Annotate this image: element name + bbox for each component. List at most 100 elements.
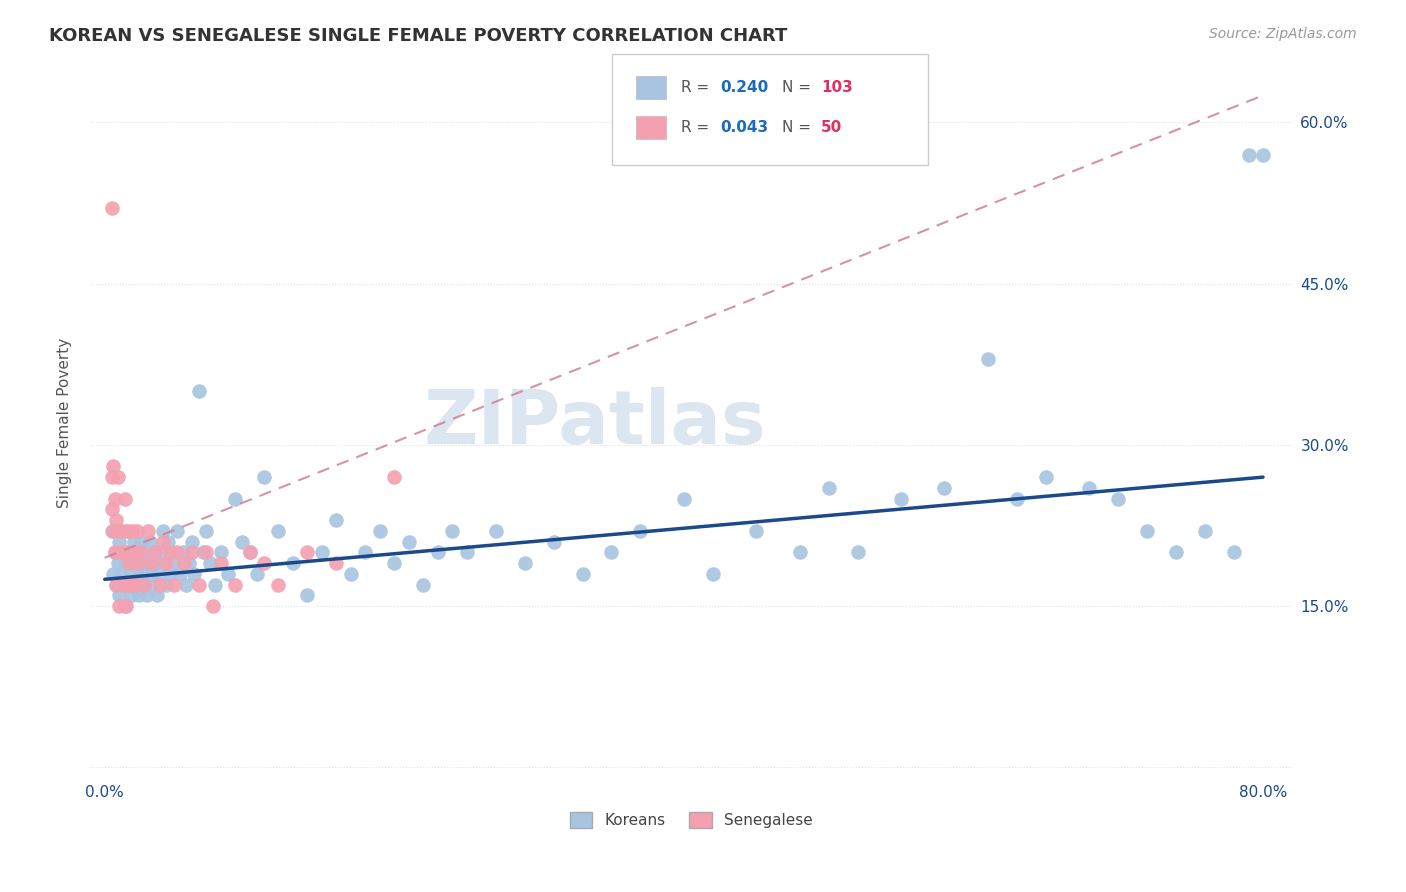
Point bbox=[107, 470, 129, 484]
Point bbox=[789, 545, 811, 559]
Point bbox=[127, 556, 149, 570]
Point bbox=[412, 577, 434, 591]
Point bbox=[224, 491, 246, 506]
Point bbox=[107, 556, 129, 570]
Point bbox=[138, 534, 160, 549]
Point bbox=[111, 545, 134, 559]
Point bbox=[152, 534, 174, 549]
Point bbox=[204, 577, 226, 591]
Point bbox=[136, 524, 159, 538]
Point bbox=[267, 577, 290, 591]
Point bbox=[153, 556, 176, 570]
Point bbox=[149, 577, 172, 591]
Text: R =: R = bbox=[681, 120, 714, 135]
Point bbox=[174, 577, 197, 591]
Point bbox=[193, 545, 215, 559]
Point bbox=[1251, 147, 1274, 161]
Point bbox=[148, 566, 170, 581]
Point bbox=[209, 545, 232, 559]
Point bbox=[136, 556, 159, 570]
Text: 0.043: 0.043 bbox=[720, 120, 768, 135]
Text: KOREAN VS SENEGALESE SINGLE FEMALE POVERTY CORRELATION CHART: KOREAN VS SENEGALESE SINGLE FEMALE POVER… bbox=[49, 27, 787, 45]
Text: R =: R = bbox=[681, 80, 714, 95]
Text: ZIPatlas: ZIPatlas bbox=[423, 387, 766, 460]
Point bbox=[200, 556, 222, 570]
Point bbox=[1035, 470, 1057, 484]
Point bbox=[139, 556, 162, 570]
Point bbox=[108, 524, 131, 538]
Point bbox=[1078, 481, 1101, 495]
Point bbox=[281, 556, 304, 570]
Point bbox=[195, 545, 218, 559]
Point bbox=[110, 545, 132, 559]
Point bbox=[187, 577, 209, 591]
Point bbox=[108, 534, 131, 549]
Point bbox=[180, 545, 202, 559]
Point bbox=[132, 577, 155, 591]
Point bbox=[311, 545, 333, 559]
Point bbox=[166, 524, 188, 538]
Point bbox=[238, 545, 260, 559]
Point bbox=[117, 577, 139, 591]
Point bbox=[155, 556, 177, 570]
Point bbox=[571, 566, 593, 581]
Point bbox=[104, 545, 127, 559]
Point bbox=[187, 384, 209, 398]
Point bbox=[129, 534, 152, 549]
Point bbox=[114, 491, 136, 506]
Point bbox=[149, 545, 172, 559]
Point bbox=[105, 577, 128, 591]
Point bbox=[115, 599, 138, 614]
Point bbox=[368, 524, 391, 538]
Point bbox=[160, 545, 183, 559]
Point bbox=[672, 491, 695, 506]
Point bbox=[120, 566, 142, 581]
Point bbox=[125, 524, 148, 538]
Point bbox=[112, 577, 135, 591]
Point bbox=[134, 545, 156, 559]
Point bbox=[238, 545, 260, 559]
Point bbox=[398, 534, 420, 549]
Point bbox=[1005, 491, 1028, 506]
Point bbox=[817, 481, 839, 495]
Point bbox=[104, 545, 127, 559]
Point bbox=[155, 577, 177, 591]
Point bbox=[600, 545, 623, 559]
Point bbox=[297, 545, 319, 559]
Point bbox=[103, 524, 125, 538]
Point bbox=[456, 545, 478, 559]
Point bbox=[163, 556, 186, 570]
Point bbox=[977, 351, 1000, 366]
Point bbox=[485, 524, 508, 538]
Point bbox=[231, 534, 253, 549]
Point bbox=[157, 534, 180, 549]
Point bbox=[105, 577, 128, 591]
Point bbox=[173, 556, 195, 570]
Point bbox=[169, 566, 191, 581]
Point bbox=[630, 524, 652, 538]
Point bbox=[145, 545, 167, 559]
Point bbox=[104, 491, 127, 506]
Point bbox=[122, 534, 145, 549]
Point bbox=[132, 577, 155, 591]
Point bbox=[145, 556, 167, 570]
Point bbox=[382, 470, 405, 484]
Legend: Koreans, Senegalese: Koreans, Senegalese bbox=[564, 806, 818, 834]
Point bbox=[426, 545, 449, 559]
Point bbox=[115, 545, 138, 559]
Point bbox=[1194, 524, 1216, 538]
Point bbox=[118, 545, 141, 559]
Point bbox=[202, 599, 225, 614]
Point bbox=[1136, 524, 1159, 538]
Point bbox=[121, 589, 143, 603]
Point bbox=[108, 589, 131, 603]
Point bbox=[131, 566, 153, 581]
Point bbox=[101, 470, 124, 484]
Point bbox=[224, 577, 246, 591]
Point bbox=[122, 545, 145, 559]
Point bbox=[120, 577, 142, 591]
Point bbox=[253, 556, 276, 570]
Point bbox=[124, 577, 146, 591]
Point bbox=[125, 545, 148, 559]
Point bbox=[890, 491, 912, 506]
